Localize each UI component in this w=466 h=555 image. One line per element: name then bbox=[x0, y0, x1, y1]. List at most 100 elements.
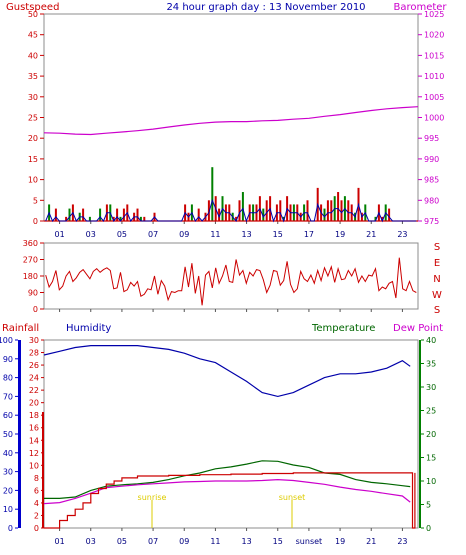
rain-tick-label: 8 bbox=[34, 474, 39, 483]
lower-x-tick-label: 21 bbox=[366, 537, 376, 546]
wind-tick-label: 50 bbox=[28, 10, 38, 19]
humidity-axis-bar bbox=[18, 340, 21, 528]
panel-wind-frame bbox=[43, 13, 419, 222]
humidity-line bbox=[43, 345, 411, 398]
rain-tick-label: 16 bbox=[29, 424, 39, 433]
direction-x-axis bbox=[59, 309, 403, 312]
lower-x-tick-label: 15 bbox=[273, 537, 283, 546]
barometer-tick-label: 1000 bbox=[424, 114, 444, 123]
wind-x-tick-label: 11 bbox=[210, 230, 220, 239]
wind-x-tick-label: 15 bbox=[273, 230, 283, 239]
rain-tick-label: 6 bbox=[34, 486, 39, 495]
rain-tick-label: 2 bbox=[34, 511, 39, 520]
rain-tick-label: 12 bbox=[29, 449, 39, 458]
average-wind-line bbox=[45, 198, 417, 223]
barometer-tick-label: 990 bbox=[424, 155, 439, 164]
wind-tick-label: 25 bbox=[28, 114, 38, 123]
barometer-tick-label: 1020 bbox=[424, 31, 444, 40]
lower-x-tick-label: 07 bbox=[148, 537, 158, 546]
rainfall-label: Rainfall bbox=[2, 323, 39, 334]
wind-x-tick-label: 01 bbox=[54, 230, 64, 239]
direction-tick-label: 180 bbox=[23, 272, 38, 281]
temperature-tick-label: 35 bbox=[426, 360, 436, 369]
temperature-tick-label: 25 bbox=[426, 407, 436, 416]
lower-x-axis: 01 03 05 07 09 11 13 15 sunset 19 21 23 bbox=[54, 528, 408, 546]
wind-tick-label: 40 bbox=[28, 51, 38, 60]
direction-compass-labels: S E N W S bbox=[432, 242, 442, 316]
humidity-tick-label: 50 bbox=[3, 430, 13, 439]
temperature-tick-label: 20 bbox=[426, 430, 436, 439]
rain-tick-label: 4 bbox=[34, 499, 39, 508]
temperature-tick-label: 5 bbox=[426, 501, 431, 510]
sunrise-label: sunrise bbox=[138, 493, 167, 502]
wind-x-axis: 01 03 05 07 09 11 13 15 17 19 21 23 bbox=[54, 221, 408, 239]
wind-x-tick-label: 05 bbox=[117, 230, 127, 239]
lower-x-tick-label: 03 bbox=[86, 537, 96, 546]
humidity-label: Humidity bbox=[66, 323, 111, 334]
lower-x-tick-label: 13 bbox=[241, 537, 251, 546]
rain-tick-label: 20 bbox=[29, 399, 39, 408]
wind-x-tick-label: 09 bbox=[179, 230, 189, 239]
rain-axis-bar bbox=[42, 412, 44, 528]
direction-tick-label: 270 bbox=[23, 256, 38, 265]
humidity-tick-label: 90 bbox=[3, 355, 13, 364]
temperature-tick-label: 15 bbox=[426, 454, 436, 463]
lower-x-tick-label: 23 bbox=[397, 537, 407, 546]
barometer-axis: 975 980 985 990 995 1000 1005 1010 1015 1020 1025 bbox=[418, 10, 444, 226]
wind-x-tick-label: 07 bbox=[148, 230, 158, 239]
humidity-tick-label: 10 bbox=[3, 505, 13, 514]
barometer-tick-label: 980 bbox=[424, 196, 439, 205]
rain-tick-label: 10 bbox=[29, 461, 39, 470]
gustspeed-header: Gustspeed bbox=[6, 2, 59, 13]
direction-label-s-top: S bbox=[434, 242, 440, 253]
wind-x-tick-label: 17 bbox=[304, 230, 314, 239]
barometer-line bbox=[43, 106, 419, 136]
rain-tick-label: 22 bbox=[29, 386, 39, 395]
humidity-tick-label: 60 bbox=[3, 411, 13, 420]
barometer-tick-label: 1005 bbox=[424, 93, 444, 102]
wind-tick-label: 10 bbox=[28, 176, 38, 185]
temperature-label: Temperature bbox=[311, 323, 375, 334]
wind-tick-label: 15 bbox=[28, 155, 38, 164]
humidity-axis: 0 10 20 30 40 50 60 70 80 90 100 bbox=[0, 336, 18, 533]
graph-title: 24 hour graph day : 13 November 2010 bbox=[166, 2, 365, 13]
humidity-tick-label: 30 bbox=[3, 468, 13, 477]
direction-tick-label: 90 bbox=[28, 289, 38, 298]
wind-tick-label: 20 bbox=[28, 134, 38, 143]
barometer-header: Barometer bbox=[393, 2, 447, 13]
lower-x-tick-label: sunset bbox=[296, 537, 323, 546]
direction-tick-label: 0 bbox=[33, 305, 38, 314]
direction-label-n: N bbox=[433, 274, 440, 285]
direction-label-s-bottom: S bbox=[434, 305, 440, 316]
barometer-tick-label: 1015 bbox=[424, 51, 444, 60]
barometer-tick-label: 995 bbox=[424, 134, 439, 143]
temperature-tick-label: 0 bbox=[426, 524, 431, 533]
rain-tick-label: 30 bbox=[29, 336, 39, 345]
wind-tick-label: 35 bbox=[28, 72, 38, 81]
wind-x-tick-label: 13 bbox=[241, 230, 251, 239]
direction-tick-label: 360 bbox=[23, 239, 38, 248]
humidity-tick-label: 40 bbox=[3, 449, 13, 458]
lower-x-tick-label: 19 bbox=[335, 537, 345, 546]
temperature-tick-label: 30 bbox=[426, 383, 436, 392]
temperature-tick-label: 10 bbox=[426, 477, 436, 486]
wind-x-tick-label: 03 bbox=[86, 230, 96, 239]
rain-tick-label: 18 bbox=[29, 411, 39, 420]
rain-tick-label: 28 bbox=[29, 349, 39, 358]
direction-label-w: W bbox=[432, 290, 442, 301]
panel-lower-frame bbox=[43, 339, 419, 529]
rain-tick-label: 14 bbox=[29, 436, 39, 445]
rain-tick-label: 0 bbox=[34, 524, 39, 533]
rain-tick-label: 24 bbox=[29, 374, 39, 383]
wind-x-tick-label: 23 bbox=[397, 230, 407, 239]
barometer-tick-label: 1010 bbox=[424, 72, 444, 81]
wind-x-tick-label: 21 bbox=[366, 230, 376, 239]
humidity-tick-label: 80 bbox=[3, 374, 13, 383]
barometer-tick-label: 985 bbox=[424, 176, 439, 185]
wind-left-axis: 0 5 10 15 20 25 30 35 40 45 50 bbox=[28, 10, 44, 226]
rainfall-line bbox=[44, 472, 416, 529]
wind-tick-label: 30 bbox=[28, 93, 38, 102]
wind-tick-label: 0 bbox=[33, 217, 38, 226]
